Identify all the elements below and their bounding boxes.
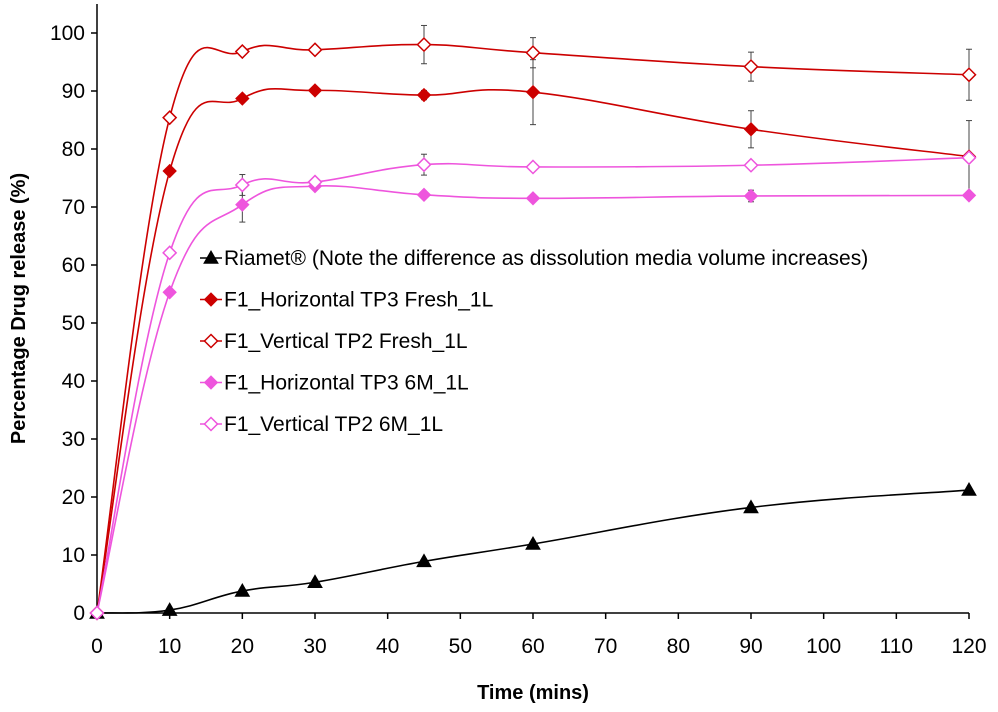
series-3	[89, 178, 977, 621]
data-point	[307, 42, 323, 58]
y-tick-label: 100	[50, 22, 85, 45]
data-point	[525, 84, 541, 100]
x-tick-label: 120	[951, 635, 986, 658]
y-tick-label: 40	[62, 370, 85, 393]
x-tick-label: 50	[449, 635, 472, 658]
data-point	[743, 122, 759, 137]
x-tick-label: 40	[376, 635, 399, 658]
data-point	[161, 602, 178, 616]
y-tick-label: 70	[62, 196, 85, 219]
x-axis-title: Time (mins)	[477, 682, 589, 704]
y-tick-label: 80	[62, 138, 85, 161]
data-point	[162, 285, 177, 300]
y-axis-ticks: 0 10 20 30 40 50 60 70 80 90 100	[50, 22, 97, 625]
legend-marker	[203, 416, 219, 432]
data-point	[961, 67, 977, 83]
legend-item: F1_Vertical TP2 6M_1L	[200, 413, 443, 436]
y-tick-label: 30	[62, 428, 85, 451]
data-point	[525, 159, 541, 175]
legend-label: Riamet® (Note the difference as dissolut…	[224, 247, 868, 270]
data-point	[307, 83, 323, 98]
x-tick-label: 110	[880, 635, 913, 658]
legend: Riamet® (Note the difference as dissolut…	[200, 247, 868, 436]
y-tick-label: 60	[62, 254, 85, 277]
legend-item: F1_Horizontal TP3 Fresh_1L	[200, 289, 493, 312]
data-point	[743, 188, 759, 204]
x-tick-label: 20	[231, 635, 254, 658]
x-tick-label: 70	[594, 635, 617, 658]
data-point	[416, 157, 432, 173]
legend-label: F1_Horizontal TP3 6M_1L	[224, 372, 469, 395]
x-tick-label: 0	[91, 635, 103, 658]
legend-marker	[203, 292, 219, 307]
x-tick-label: 30	[303, 635, 326, 658]
legend-marker	[203, 333, 219, 349]
x-axis-ticks: 0 10 20 30 40 50 60 70 80 90 100 110 120	[91, 613, 987, 658]
series-layer	[89, 24, 977, 621]
data-point	[961, 482, 977, 496]
data-point	[235, 91, 250, 106]
data-point	[416, 87, 432, 103]
data-point	[743, 157, 759, 173]
series-line	[96, 489, 970, 614]
data-point	[235, 197, 250, 212]
axes: 0 10 20 30 40 50 60 70 80 90 100 0 10 20 30 40 50 60 70 80…	[50, 4, 987, 658]
x-tick-label: 100	[806, 635, 841, 658]
y-tick-label: 20	[62, 486, 85, 509]
data-point	[162, 245, 178, 261]
y-tick-label: 10	[62, 544, 85, 567]
data-point	[307, 174, 323, 190]
series-line	[96, 43, 970, 614]
legend-label: F1_Vertical TP2 6M_1L	[224, 413, 443, 436]
data-point	[416, 553, 432, 568]
data-point	[525, 45, 541, 61]
y-axis-title: Percentage Drug release (%)	[8, 173, 30, 444]
x-tick-label: 80	[667, 635, 690, 658]
series-line	[96, 87, 970, 614]
data-point	[961, 150, 977, 166]
data-point	[743, 59, 759, 75]
data-point	[162, 110, 178, 126]
data-point	[89, 605, 105, 621]
x-tick-label: 60	[521, 635, 544, 658]
y-tick-label: 50	[62, 312, 85, 335]
y-tick-label: 90	[62, 80, 85, 103]
legend-item: F1_Horizontal TP3 6M_1L	[200, 372, 469, 395]
legend-label: F1_Vertical TP2 Fresh_1L	[224, 330, 468, 353]
data-point	[743, 499, 759, 514]
data-point	[234, 43, 250, 60]
legend-item: F1_Vertical TP2 Fresh_1L	[200, 330, 468, 353]
data-point	[961, 188, 977, 203]
data-point	[307, 574, 323, 589]
data-point	[162, 163, 177, 179]
legend-item: Riamet® (Note the difference as dissolut…	[200, 247, 868, 270]
legend-label: F1_Horizontal TP3 Fresh_1L	[224, 289, 493, 312]
legend-marker	[203, 375, 219, 390]
data-point	[525, 191, 541, 206]
x-tick-label: 10	[158, 635, 181, 658]
data-point	[525, 535, 541, 550]
data-point	[234, 177, 250, 193]
series-4	[89, 150, 977, 621]
data-point	[416, 187, 432, 203]
series-0	[89, 482, 977, 619]
data-point	[234, 582, 251, 597]
x-tick-label: 90	[739, 635, 762, 658]
y-tick-label: 0	[73, 602, 85, 625]
legend-marker	[203, 249, 219, 264]
data-point	[416, 37, 432, 53]
